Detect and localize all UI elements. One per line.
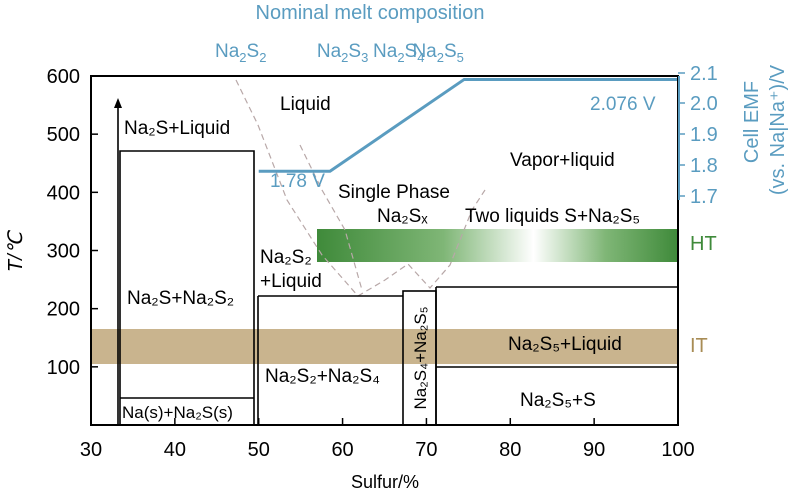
y-tick-label: 100	[47, 357, 80, 379]
region-na2s-na2s2: Na₂S+Na₂S₂	[127, 288, 234, 309]
region-na-na2s: Na(s)+Na₂S(s)	[122, 403, 233, 422]
ht-band-label: HT	[690, 233, 717, 255]
region-na2s4-na2s5: Na₂S₄+Na₂S₅	[411, 306, 430, 409]
it-band	[91, 329, 678, 364]
top-title: Nominal melt composition	[256, 2, 485, 24]
region-na2s2-line1: Na₂S₂	[260, 247, 312, 268]
x-axis: 30 40 50 60 70 80 90 100	[80, 418, 695, 461]
vertical-arrow-head	[114, 98, 122, 108]
y-tick-label: 600	[47, 66, 80, 88]
region-na2s2-na2s4: Na₂S₂+Na₂S₄	[265, 366, 380, 387]
dashed-boundary-line-2	[299, 144, 363, 291]
right-axis-label-line2: (vs. Na|Na⁺)/V	[767, 64, 789, 195]
y-axis: 100 200 300 400 500 600	[47, 66, 98, 379]
y-tick-label: 300	[47, 241, 80, 263]
region-two-liquids: Two liquids S+Na₂S₅	[465, 206, 640, 227]
dashed-boundary-line	[235, 79, 486, 297]
ht-band	[317, 229, 678, 262]
region-na2s2-line2: +Liquid	[260, 271, 322, 292]
region-na2sx: Na₂Sₓ	[377, 206, 428, 227]
region-na2s5-liquid: Na₂S₅+Liquid	[508, 334, 622, 355]
right-tick-label: 2.1	[690, 63, 718, 85]
y-axis-label: T/℃	[5, 229, 27, 272]
right-tick-label: 2.0	[690, 93, 718, 115]
it-band-label: IT	[690, 335, 708, 357]
y-tick-label: 200	[47, 299, 80, 321]
emf-label-high: 2.076 V	[590, 94, 656, 115]
x-tick-label: 30	[80, 439, 102, 461]
y-tick-label: 400	[47, 182, 80, 204]
region-na2s5-s: Na₂S₅+S	[520, 390, 596, 411]
emf-label-low: 1.78 V	[270, 171, 325, 192]
right-tick-label: 1.9	[690, 124, 718, 146]
region-liquid: Liquid	[280, 94, 331, 115]
composition-label: Na2S3	[317, 41, 368, 65]
x-tick-label: 40	[164, 439, 186, 461]
x-tick-label: 60	[331, 439, 353, 461]
right-tick-label: 1.7	[690, 186, 718, 208]
region-vapor-liquid: Vapor+liquid	[510, 150, 615, 171]
right-axis-label-line1: Cell EMF	[741, 81, 763, 163]
right-axis: 2.1 2.0 1.9 1.8 1.7	[678, 63, 718, 208]
region-single-phase: Single Phase	[338, 182, 450, 203]
y-tick-label: 500	[47, 124, 80, 146]
x-tick-label: 90	[583, 439, 605, 461]
x-axis-label: Sulfur/%	[351, 472, 419, 492]
region-na2s-liquid: Na₂S+Liquid	[124, 118, 230, 139]
x-tick-label: 100	[661, 439, 694, 461]
x-tick-label: 70	[415, 439, 437, 461]
na2s-liquid-box	[119, 150, 255, 425]
right-tick-label: 1.8	[690, 155, 718, 177]
emf-curve	[258, 77, 678, 173]
x-tick-label: 50	[248, 439, 270, 461]
composition-label: Na2S2	[215, 41, 266, 65]
composition-label: Na2S5	[412, 41, 463, 65]
x-tick-label: 80	[499, 439, 521, 461]
